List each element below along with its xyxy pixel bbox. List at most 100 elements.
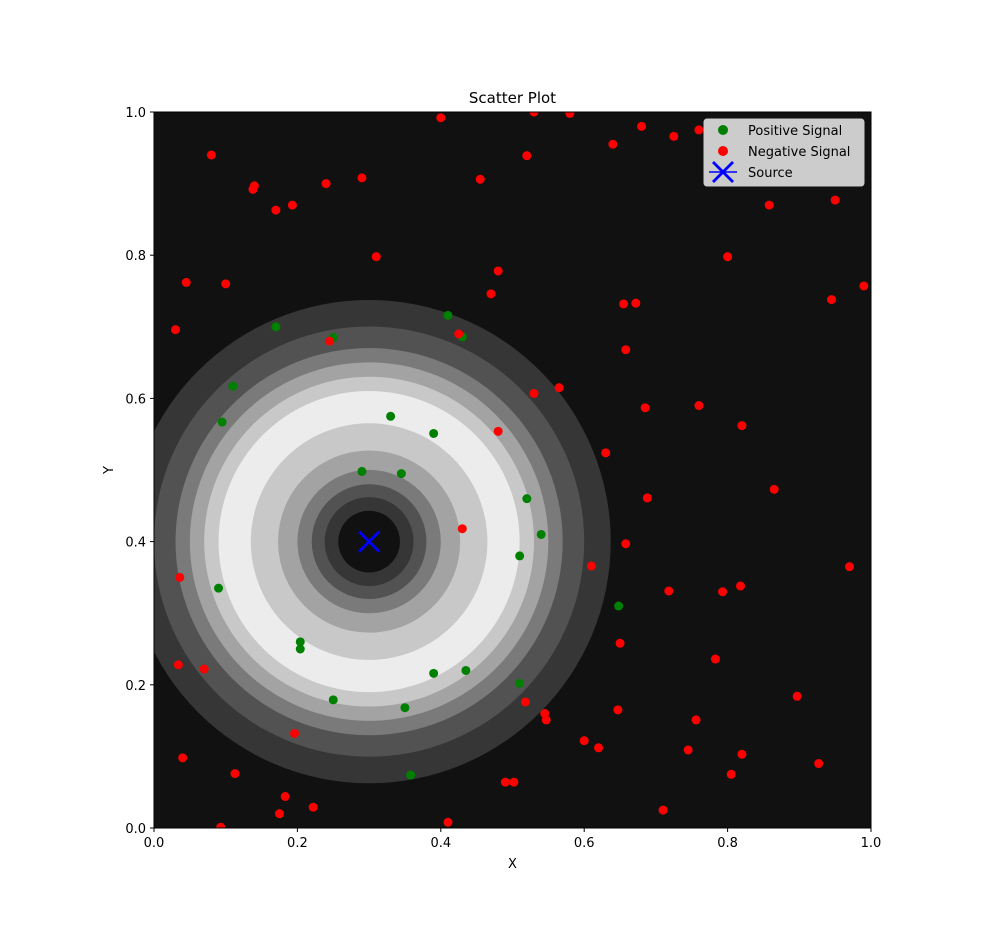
negative-signal-point-44: [586, 561, 596, 571]
negative-signal-point-60: [290, 728, 300, 738]
negative-signal-point-71: [280, 791, 290, 801]
scatter-points: [171, 112, 869, 828]
legend-negative-label: Negative Signal: [748, 145, 850, 160]
legend-positive-swatch: [718, 125, 728, 135]
positive-signal-point-11: [536, 529, 546, 539]
positive-signal-point-6: [386, 411, 396, 421]
positive-signal-point-7: [429, 428, 439, 438]
negative-signal-point-73: [658, 805, 668, 815]
negative-signal-point-16: [287, 200, 297, 210]
positive-signal-point-16: [295, 644, 305, 654]
negative-signal-point-14: [475, 174, 485, 184]
negative-signal-point-1: [529, 112, 539, 117]
source-marker: [358, 530, 381, 553]
negative-signal-point-59: [691, 715, 701, 725]
negative-signal-point-75: [443, 817, 453, 827]
negative-signal-point-70: [509, 777, 519, 787]
source-marker-group: [358, 530, 381, 553]
positive-signal-point-22: [406, 770, 416, 780]
negative-signal-point-12: [321, 179, 331, 189]
y-tick-label-1: 0.2: [125, 679, 146, 694]
negative-signal-point-66: [814, 759, 824, 769]
negative-signal-point-33: [554, 383, 564, 393]
positive-signal-point-15: [295, 637, 305, 647]
negative-signal-point-32: [621, 345, 631, 355]
positive-signal-point-9: [396, 469, 406, 479]
legend-positive-label: Positive Signal: [748, 124, 842, 139]
legend-source-label: Source: [748, 166, 793, 181]
negative-signal-point-67: [230, 769, 240, 779]
negative-signal-point-24: [486, 289, 496, 299]
negative-signal-point-20: [723, 252, 733, 262]
negative-signal-point-56: [613, 705, 623, 715]
negative-signal-point-7: [206, 150, 216, 160]
x-axis-label: X: [508, 857, 517, 872]
positive-signal-point-21: [400, 703, 410, 713]
negative-signal-point-58: [541, 715, 551, 725]
positive-signal-point-4: [228, 381, 238, 391]
plot-frame: [153, 111, 872, 829]
y-tick-label-0: 0.0: [125, 822, 146, 837]
positive-signal-point-8: [357, 466, 367, 476]
x-tick-label-0: 0.0: [144, 836, 165, 851]
x-axis: 0.0 0.2 0.4 0.6 0.8 1.0: [144, 828, 881, 851]
negative-signal-point-15: [271, 205, 281, 215]
negative-signal-point-45: [844, 562, 854, 572]
negative-signal-point-19: [371, 252, 381, 262]
negative-signal-point-27: [619, 299, 629, 309]
negative-signal-point-39: [601, 448, 611, 458]
negative-signal-point-38: [737, 421, 747, 431]
y-tick-label-3: 0.6: [125, 392, 146, 407]
positive-signal-point-20: [328, 695, 338, 705]
chart-title: Scatter Plot: [469, 89, 556, 107]
y-tick-label-2: 0.4: [125, 536, 146, 551]
negative-signal-point-5: [694, 125, 704, 135]
negative-signal-point-46: [175, 572, 185, 582]
negative-signal-point-43: [621, 539, 631, 549]
negative-signal-point-34: [529, 388, 539, 398]
negative-signal-point-30: [325, 336, 335, 346]
positive-signal-point-2: [443, 310, 453, 320]
positive-signal-point-12: [515, 551, 525, 561]
x-tick-label-2: 0.4: [430, 836, 451, 851]
negative-signal-point-25: [859, 281, 869, 291]
y-axis: 0.0 0.2 0.4 0.6 0.8 1.0: [125, 106, 154, 837]
legend-box: [703, 118, 865, 187]
x-tick-label-4: 0.8: [717, 836, 738, 851]
negative-signal-point-64: [737, 749, 747, 759]
negative-signal-point-37: [493, 426, 503, 436]
negative-signal-point-6: [608, 139, 618, 149]
negative-signal-point-13: [357, 173, 367, 183]
negative-signal-point-50: [615, 638, 625, 648]
negative-signal-point-69: [500, 777, 510, 787]
positive-signal-point-17: [429, 668, 439, 678]
positive-signal-point-10: [522, 494, 532, 504]
positive-signal-point-0: [271, 322, 281, 332]
negative-signal-point-74: [274, 809, 284, 819]
negative-signal-point-40: [769, 484, 779, 494]
negative-signal-point-2: [565, 112, 575, 118]
negative-signal-point-65: [178, 753, 188, 763]
negative-signal-point-3: [637, 121, 647, 131]
negative-signal-point-68: [726, 769, 736, 779]
negative-signal-point-42: [457, 524, 467, 534]
negative-signal-point-48: [718, 587, 728, 597]
negative-signal-point-55: [520, 697, 530, 707]
negative-signal-point-63: [683, 745, 693, 755]
positive-signal-point-5: [217, 417, 227, 427]
negative-signal-point-36: [694, 401, 704, 411]
negative-signal-point-76: [216, 822, 226, 828]
positive-signal-point-18: [461, 665, 471, 675]
x-tick-label-1: 0.2: [287, 836, 308, 851]
y-axis-label: Y: [102, 466, 117, 475]
negative-signal-point-51: [710, 654, 720, 664]
x-tick-label-3: 0.6: [574, 836, 595, 851]
legend-negative-swatch: [718, 146, 728, 156]
negative-signal-point-53: [199, 664, 209, 674]
positive-signal-point-13: [214, 583, 224, 593]
negative-signal-point-17: [764, 200, 774, 210]
negative-signal-point-47: [664, 586, 674, 596]
negative-signal-point-61: [579, 736, 589, 746]
negative-signal-point-29: [171, 325, 181, 335]
